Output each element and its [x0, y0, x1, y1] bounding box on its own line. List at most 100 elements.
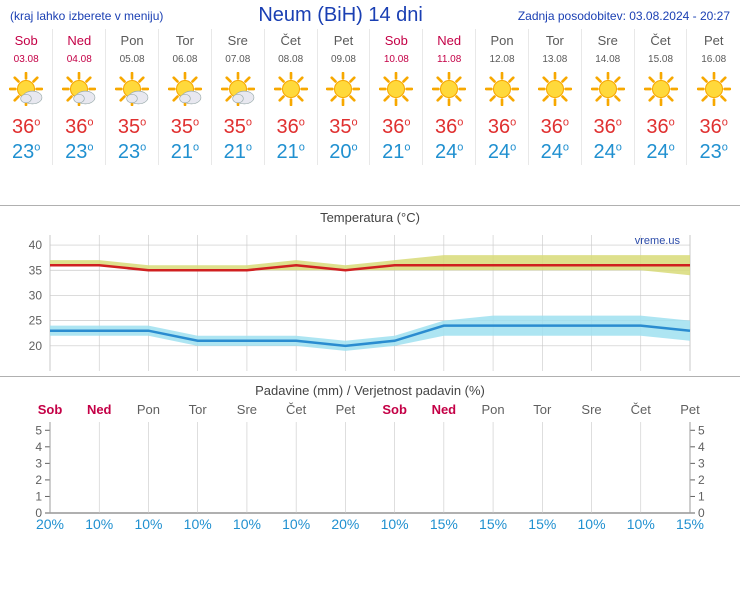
- weather-icon: [106, 66, 159, 115]
- svg-text:35: 35: [29, 263, 43, 277]
- day-of-week: Sre: [581, 29, 634, 49]
- svg-text:10%: 10%: [627, 516, 655, 532]
- temp-chart-svg: 2025303540: [0, 227, 740, 377]
- weather-icon: [476, 66, 529, 115]
- svg-text:10%: 10%: [134, 516, 162, 532]
- svg-text:20%: 20%: [36, 516, 64, 532]
- precip-chart: 001122334455Sob20%Ned10%Pon10%Tor10%Sre1…: [0, 400, 740, 550]
- day-of-week: Ned: [53, 29, 106, 49]
- menu-hint: (kraj lahko izberete v meniju): [10, 9, 163, 23]
- weather-icon: [687, 66, 740, 115]
- svg-text:10%: 10%: [282, 516, 310, 532]
- day-of-week: Sre: [211, 29, 264, 49]
- temp-low: 20o: [317, 140, 370, 165]
- svg-text:4: 4: [35, 440, 42, 454]
- day-of-week: Čet: [264, 29, 317, 49]
- temp-low: 23o: [0, 140, 53, 165]
- svg-text:1: 1: [698, 489, 705, 503]
- svg-text:Sob: Sob: [38, 402, 63, 417]
- svg-text:20%: 20%: [331, 516, 359, 532]
- temp-low: 23o: [687, 140, 740, 165]
- svg-text:Tor: Tor: [189, 402, 208, 417]
- svg-text:10%: 10%: [85, 516, 113, 532]
- date-label: 06.08: [159, 49, 212, 66]
- svg-text:10%: 10%: [578, 516, 606, 532]
- temp-low: 21o: [264, 140, 317, 165]
- svg-text:Pet: Pet: [336, 402, 356, 417]
- forecast-14d-table: SobNedPonTorSreČetPetSobNedPonTorSreČetP…: [0, 29, 740, 165]
- weather-icon: [634, 66, 687, 115]
- temp-high: 36o: [528, 115, 581, 140]
- temp-high: 36o: [634, 115, 687, 140]
- svg-text:Sob: Sob: [382, 402, 407, 417]
- svg-text:Sre: Sre: [581, 402, 601, 417]
- svg-text:Ned: Ned: [432, 402, 457, 417]
- temp-high: 36o: [423, 115, 476, 140]
- temp-low: 23o: [106, 140, 159, 165]
- svg-text:15%: 15%: [479, 516, 507, 532]
- svg-text:15%: 15%: [430, 516, 458, 532]
- temp-low: 24o: [581, 140, 634, 165]
- svg-text:Tor: Tor: [533, 402, 552, 417]
- svg-text:Sre: Sre: [237, 402, 257, 417]
- svg-text:Ned: Ned: [87, 402, 112, 417]
- svg-text:3: 3: [698, 456, 705, 470]
- temp-low: 24o: [634, 140, 687, 165]
- date-label: 12.08: [476, 49, 529, 66]
- temp-high: 35o: [211, 115, 264, 140]
- temp-high: 36o: [53, 115, 106, 140]
- svg-text:10%: 10%: [381, 516, 409, 532]
- svg-text:Pon: Pon: [482, 402, 505, 417]
- svg-text:15%: 15%: [676, 516, 704, 532]
- svg-text:5: 5: [698, 423, 705, 437]
- svg-text:1: 1: [35, 489, 42, 503]
- svg-text:Čet: Čet: [631, 402, 652, 417]
- date-label: 10.08: [370, 49, 423, 66]
- precip-chart-svg: 001122334455Sob20%Ned10%Pon10%Tor10%Sre1…: [0, 400, 740, 550]
- svg-text:30: 30: [29, 288, 43, 302]
- date-label: 05.08: [106, 49, 159, 66]
- weather-icon: [581, 66, 634, 115]
- temp-low: 24o: [476, 140, 529, 165]
- day-of-week: Pet: [317, 29, 370, 49]
- day-of-week: Sob: [370, 29, 423, 49]
- svg-text:40: 40: [29, 238, 43, 252]
- date-label: 09.08: [317, 49, 370, 66]
- temp-low: 24o: [423, 140, 476, 165]
- day-of-week: Pon: [476, 29, 529, 49]
- temp-low: 24o: [528, 140, 581, 165]
- svg-text:Čet: Čet: [286, 402, 307, 417]
- temp-high: 35o: [106, 115, 159, 140]
- date-label: 14.08: [581, 49, 634, 66]
- date-label: 04.08: [53, 49, 106, 66]
- temp-low: 21o: [211, 140, 264, 165]
- date-label: 11.08: [423, 49, 476, 66]
- temp-high: 36o: [476, 115, 529, 140]
- temp-high: 36o: [370, 115, 423, 140]
- temp-high: 36o: [581, 115, 634, 140]
- temp-high: 35o: [317, 115, 370, 140]
- day-of-week: Pon: [106, 29, 159, 49]
- temp-high: 35o: [159, 115, 212, 140]
- svg-text:10%: 10%: [233, 516, 261, 532]
- svg-text:5: 5: [35, 423, 42, 437]
- temp-low: 21o: [159, 140, 212, 165]
- weather-icon: [370, 66, 423, 115]
- svg-text:4: 4: [698, 440, 705, 454]
- day-of-week: Ned: [423, 29, 476, 49]
- temp-chart: 2025303540 vreme.us: [0, 227, 740, 377]
- svg-text:Pon: Pon: [137, 402, 160, 417]
- weather-icon: [159, 66, 212, 115]
- svg-text:3: 3: [35, 456, 42, 470]
- spacer: [0, 165, 740, 205]
- date-label: 16.08: [687, 49, 740, 66]
- temp-high: 36o: [687, 115, 740, 140]
- date-label: 03.08: [0, 49, 53, 66]
- temp-high: 36o: [0, 115, 53, 140]
- date-label: 15.08: [634, 49, 687, 66]
- day-of-week: Tor: [528, 29, 581, 49]
- temp-low: 23o: [53, 140, 106, 165]
- date-label: 13.08: [528, 49, 581, 66]
- forecast-header: (kraj lahko izberete v meniju) Neum (BiH…: [0, 0, 740, 29]
- weather-icon: [264, 66, 317, 115]
